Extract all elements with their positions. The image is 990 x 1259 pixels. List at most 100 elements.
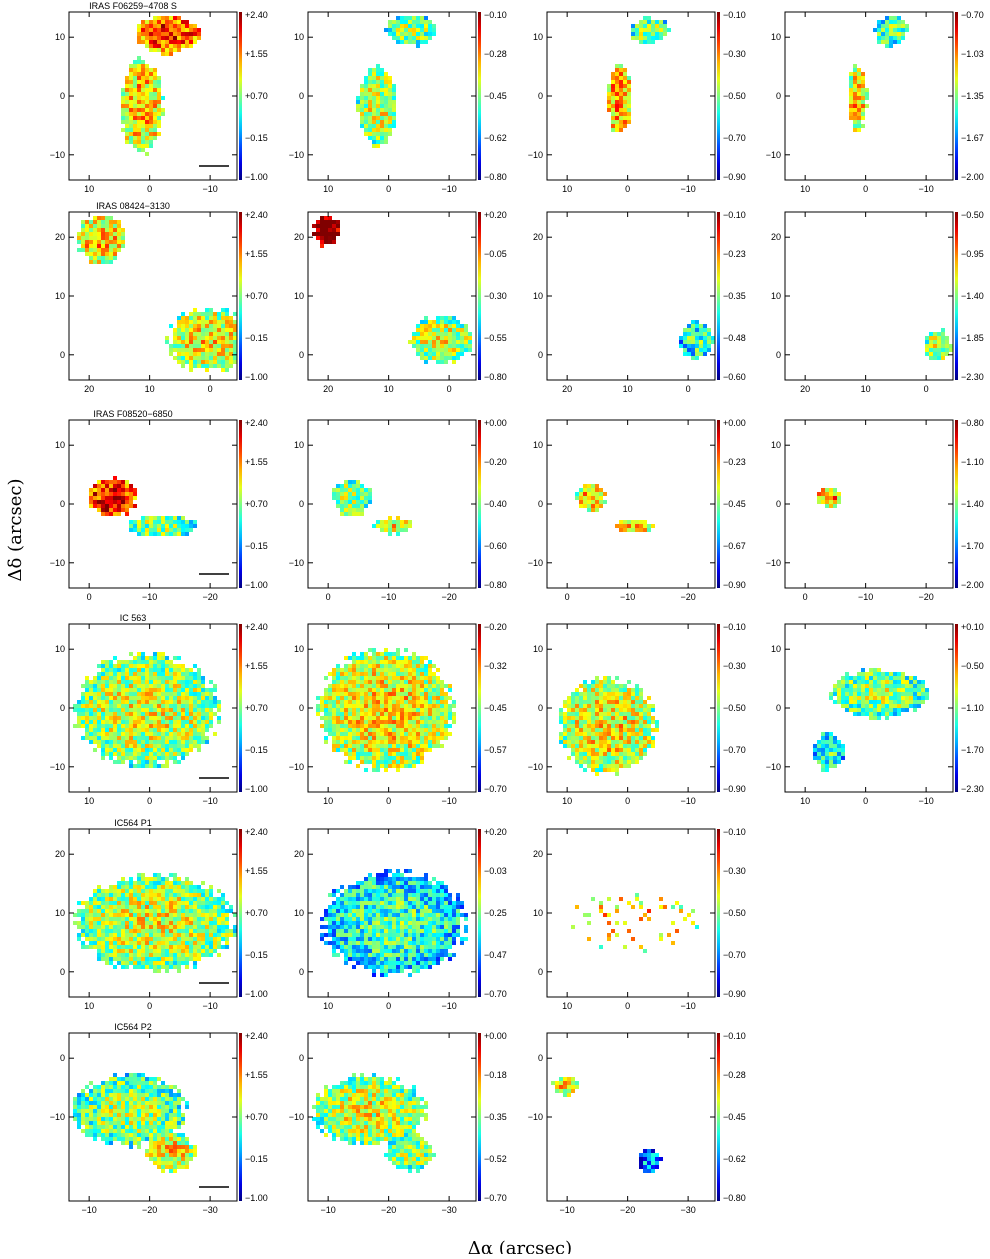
- map-pixel: [893, 20, 897, 24]
- map-pixel: [825, 768, 829, 772]
- map-pixel: [388, 668, 392, 672]
- map-pixel: [380, 520, 384, 524]
- map-pixel: [177, 905, 181, 909]
- map-pixel: [372, 760, 376, 764]
- map-pixel: [615, 684, 619, 688]
- map-pixel: [392, 712, 396, 716]
- map-pixel: [225, 328, 229, 332]
- map-pixel: [380, 100, 384, 104]
- map-pixel: [93, 917, 97, 921]
- map-pixel: [348, 692, 352, 696]
- map-pixel: [113, 508, 117, 512]
- map-pixel: [225, 324, 229, 328]
- y-tick-label: −10: [528, 762, 543, 772]
- map-pixel: [380, 72, 384, 76]
- map-pixel: [619, 96, 623, 100]
- map-pixel: [181, 340, 185, 344]
- map-pixel: [173, 16, 177, 20]
- map-pixel: [125, 692, 129, 696]
- map-pixel: [85, 901, 89, 905]
- map-pixel: [595, 732, 599, 736]
- map-pixel: [177, 336, 181, 340]
- map-pixel: [312, 232, 316, 236]
- map-pixel: [392, 704, 396, 708]
- map-pixel: [121, 668, 125, 672]
- map-pixel: [356, 764, 360, 768]
- y-tick-label: −10: [50, 150, 65, 160]
- map-pixel: [603, 676, 607, 680]
- map-pixel: [889, 700, 893, 704]
- map-pixel: [332, 692, 336, 696]
- map-pixel: [105, 905, 109, 909]
- y-tick-label: 0: [299, 499, 304, 509]
- map-pixel: [587, 488, 591, 492]
- map-pixel: [408, 748, 412, 752]
- map-pixel: [416, 712, 420, 716]
- map-pixel: [161, 692, 165, 696]
- map-pixel: [137, 88, 141, 92]
- colorbar-tick-label: +2.40: [245, 210, 268, 220]
- map-pixel: [603, 760, 607, 764]
- colorbar-tick-label: −0.60: [723, 372, 746, 382]
- map-pixel: [109, 704, 113, 708]
- map-pixel: [893, 684, 897, 688]
- map-pixel: [101, 909, 105, 913]
- map-pixel: [153, 909, 157, 913]
- map-pixel: [193, 360, 197, 364]
- map-pixel: [372, 720, 376, 724]
- map-pixel: [360, 712, 364, 716]
- map-pixel: [201, 724, 205, 728]
- map-pixel: [125, 128, 129, 132]
- map-pixel: [436, 704, 440, 708]
- map-pixel: [400, 696, 404, 700]
- map-pixel: [424, 356, 428, 360]
- map-pixel: [157, 708, 161, 712]
- map-pixel: [161, 716, 165, 720]
- map-pixel: [408, 692, 412, 696]
- colorbar-tick-label: −0.70: [961, 10, 984, 20]
- map-pixel: [388, 684, 392, 688]
- map-pixel: [837, 700, 841, 704]
- map-pixel: [392, 720, 396, 724]
- map-pixel: [89, 897, 93, 901]
- map-pixel: [173, 732, 177, 736]
- map-pixel: [376, 100, 380, 104]
- colorbar-tick-label: −0.15: [245, 745, 268, 755]
- map-pixel: [105, 889, 109, 893]
- map-pixel: [635, 744, 639, 748]
- map-pixel: [404, 672, 408, 676]
- map-pixel: [388, 132, 392, 136]
- map-pixel: [416, 332, 420, 336]
- map-pixel: [157, 656, 161, 660]
- map-pixel: [113, 664, 117, 668]
- map-pixel: [185, 909, 189, 913]
- map-pixel: [881, 704, 885, 708]
- map-pixel: [392, 688, 396, 692]
- map-pixel: [711, 340, 715, 344]
- map-pixel: [579, 740, 583, 744]
- map-pixel: [853, 72, 857, 76]
- map-pixel: [933, 340, 937, 344]
- map-pixel: [93, 248, 97, 252]
- map-pixel: [233, 324, 237, 328]
- map-pixel: [193, 921, 197, 925]
- map-pixel: [845, 680, 849, 684]
- map-pixel: [384, 720, 388, 724]
- map-pixel: [380, 524, 384, 528]
- map-pixel: [392, 660, 396, 664]
- map-pixel: [901, 36, 905, 40]
- map-pixel: [145, 136, 149, 140]
- map-pixel: [129, 504, 133, 508]
- map-pixel: [368, 96, 372, 100]
- map-pixel: [376, 108, 380, 112]
- map-pixel: [428, 676, 432, 680]
- map-pixel: [105, 496, 109, 500]
- map-pixel: [121, 692, 125, 696]
- map-pixel: [201, 901, 205, 905]
- map-pixel: [169, 752, 173, 756]
- map-pixel: [432, 344, 436, 348]
- map-pixel: [145, 124, 149, 128]
- map-pixel: [113, 917, 117, 921]
- map-pixel: [137, 140, 141, 144]
- map-pixel: [356, 728, 360, 732]
